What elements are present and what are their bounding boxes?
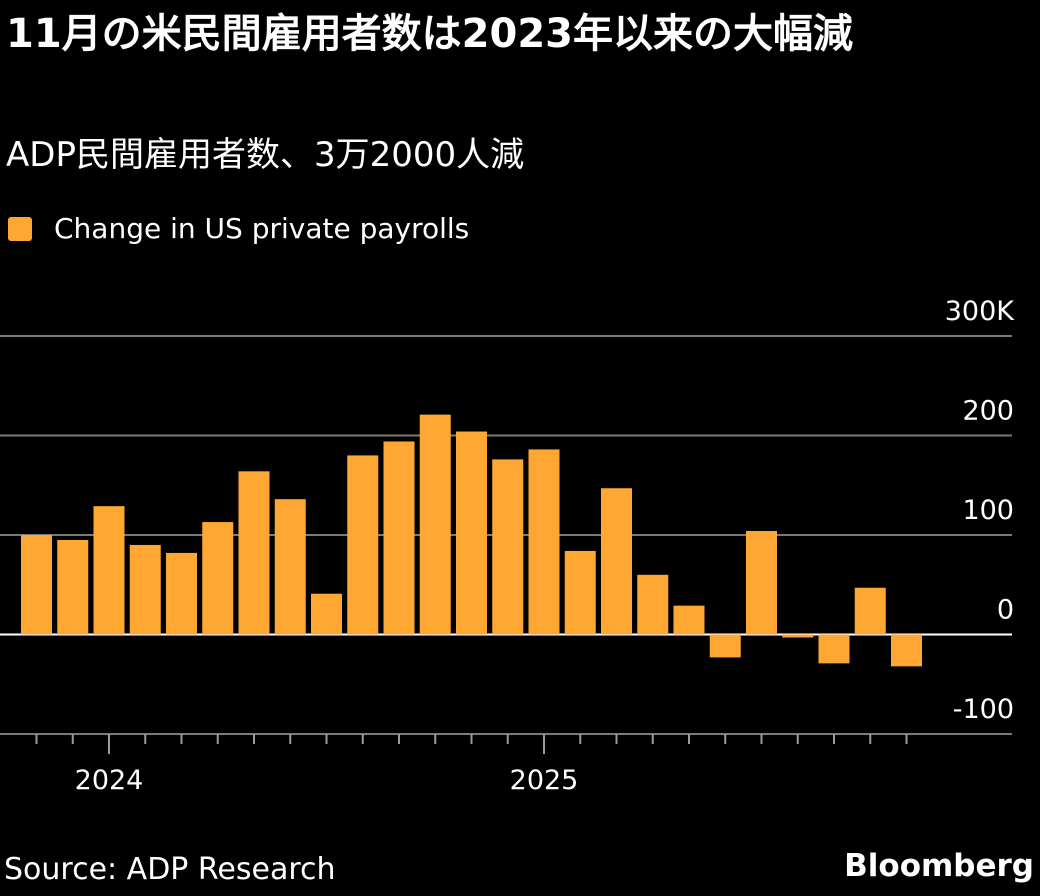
bar-2024-12 <box>492 459 524 635</box>
bar-2023-11 <box>21 535 52 635</box>
bar-2024-05 <box>238 471 270 635</box>
bar-2025-11 <box>891 634 922 667</box>
y-tick-label: 300K <box>945 296 1016 327</box>
brand-logo-text: Bloomberg <box>844 848 1034 884</box>
bar-2025-04 <box>637 574 669 635</box>
bar-2024-01 <box>93 506 125 635</box>
bar-2024-03 <box>166 552 197 635</box>
bar-chart: 300K 200 100 0 -100 2024 2025 <box>0 296 1016 796</box>
x-tick-label: 2025 <box>510 765 579 796</box>
bar-2024-04 <box>202 522 234 635</box>
bar-2025-02 <box>564 550 596 635</box>
bar-2024-06 <box>274 499 306 635</box>
x-tick-label: 2024 <box>75 765 144 796</box>
y-tick-label: 200 <box>962 396 1014 427</box>
bar-2025-03 <box>601 488 632 635</box>
bar-2025-09 <box>818 634 850 664</box>
bar-2024-11 <box>456 431 487 635</box>
y-tick-label: 0 <box>997 595 1014 626</box>
bar-2024-09 <box>383 441 415 635</box>
legend-label: Change in US private payrolls <box>54 212 470 245</box>
bar-2025-07 <box>746 531 777 635</box>
bar-2025-06 <box>709 634 741 658</box>
bar-2025-10 <box>854 587 886 635</box>
bar-2025-01 <box>528 449 560 635</box>
bar-2025-08 <box>782 634 814 638</box>
source-note: Source: ADP Research <box>4 852 336 887</box>
bar-2024-07 <box>311 593 342 635</box>
y-tick-label: 100 <box>962 495 1014 526</box>
y-tick-label: -100 <box>953 694 1014 725</box>
bar-2024-10 <box>419 414 451 635</box>
bar-2024-08 <box>347 455 379 635</box>
bar-2024-02 <box>129 544 161 635</box>
chart-title: 11月の米民間雇用者数は2023年以来の大幅減 <box>6 11 853 57</box>
legend-swatch <box>8 216 32 241</box>
chart-subtitle: ADP民間雇用者数、3万2000人減 <box>6 135 525 175</box>
bar-2025-05 <box>673 605 705 635</box>
legend: Change in US private payrolls <box>8 212 469 245</box>
bar-2023-12 <box>57 539 89 635</box>
